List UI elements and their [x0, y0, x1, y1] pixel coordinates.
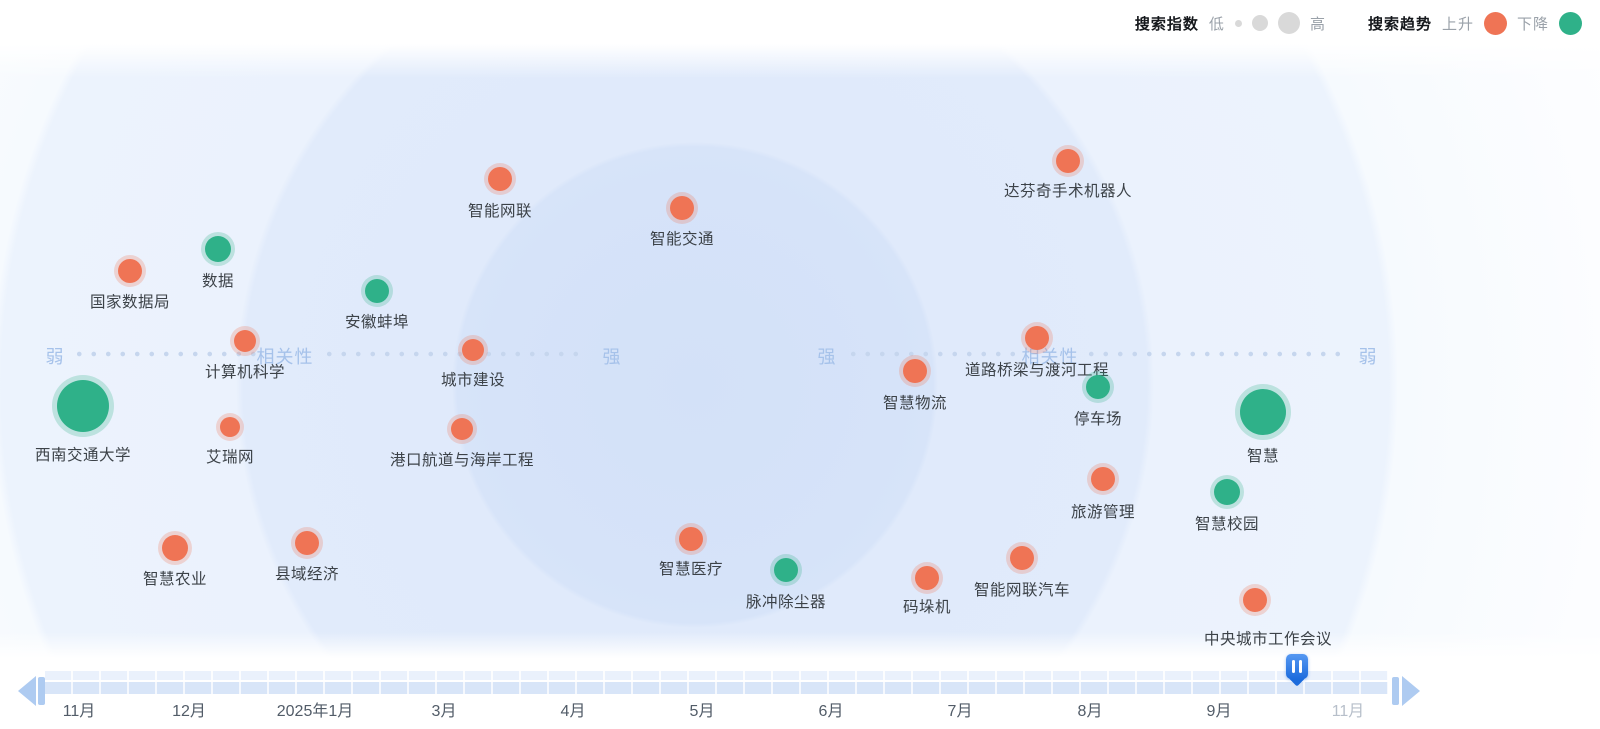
bubble-县域经济[interactable]: [295, 531, 319, 555]
search-index-legend-title: 搜索指数: [1134, 15, 1199, 33]
bubble-label: 码垛机: [902, 599, 952, 616]
bubble-停车场[interactable]: [1086, 375, 1110, 399]
bubble-label: 县域经济: [274, 566, 340, 583]
timeline-prev-arrow[interactable]: [18, 676, 60, 706]
right-bar-icon: [1392, 677, 1399, 705]
timeline-slider-handle[interactable]: [1286, 654, 1308, 689]
bubble-中央城市工作会议[interactable]: [1243, 588, 1267, 612]
axis-dotted-line: [1084, 351, 1349, 357]
bubble-label: 旅游管理: [1070, 504, 1136, 521]
bubble-label: 道路桥梁与渡河工程: [964, 362, 1110, 379]
bubble-label: 脉冲除尘器: [745, 594, 827, 611]
bubble-港口航道与海岸工程[interactable]: [451, 418, 473, 440]
axis-weak-label: 弱: [45, 347, 65, 367]
size-dot-large-icon: [1277, 12, 1300, 34]
bubble-道路桥梁与渡河工程[interactable]: [1025, 326, 1049, 350]
timeline-month-label: 9月: [1206, 703, 1232, 720]
bubble-label: 智能交通: [649, 231, 715, 248]
bubble-智能交通[interactable]: [670, 196, 694, 220]
legend-up-label: 上升: [1441, 15, 1474, 33]
trend-down-dot-icon: [1559, 11, 1582, 35]
bubble-智慧物流[interactable]: [903, 359, 927, 383]
timeline-month-label: 3月: [431, 703, 457, 720]
bubble-label: 中央城市工作会议: [1203, 631, 1333, 648]
bubble-label: 艾瑞网: [205, 449, 255, 466]
timeline-month-label: 5月: [689, 703, 715, 720]
timeline-next-arrow[interactable]: [1392, 676, 1434, 706]
axis-relevance-label: 相关性: [1021, 347, 1079, 367]
timeline-month-label: 7月: [947, 703, 973, 720]
bubble-label: 计算机科学: [204, 364, 286, 381]
timeline-month-label: 12月: [172, 703, 206, 720]
bubble-label: 停车场: [1073, 411, 1123, 428]
bubble-安徽蚌埠[interactable]: [365, 279, 389, 303]
search-trend-legend-title: 搜索趋势: [1367, 15, 1432, 33]
left-bar-icon: [38, 677, 45, 705]
bubble-label: 数据: [201, 273, 235, 290]
bubble-国家数据局[interactable]: [118, 259, 142, 283]
bubble-艾瑞网[interactable]: [220, 417, 240, 437]
pause-icon: [1286, 660, 1308, 673]
bubble-智能网联汽车[interactable]: [1010, 546, 1034, 570]
size-dot-small-icon: [1234, 19, 1242, 27]
bubble-数据[interactable]: [205, 236, 231, 262]
axis-relevance-label: 相关性: [256, 347, 314, 367]
axis-dotted-line: [322, 351, 587, 357]
bubble-智慧农业[interactable]: [162, 535, 188, 561]
timeline-month-label: 8月: [1077, 703, 1103, 720]
size-dot-medium-icon: [1251, 15, 1268, 31]
bubble-西南交通大学[interactable]: [57, 380, 109, 432]
timeline-month-label: 6月: [818, 703, 844, 720]
bubble-智能网联[interactable]: [488, 167, 512, 191]
legend-high-label: 高: [1309, 15, 1326, 33]
bubble-label: 智慧校园: [1194, 516, 1260, 533]
bubble-label: 城市建设: [440, 372, 506, 389]
timeline-track-upper: [45, 671, 1388, 680]
bubble-智慧校园[interactable]: [1214, 479, 1240, 505]
legend: 搜索指数 低 高 搜索趋势 上升 下降: [1135, 10, 1582, 36]
timeline-month-label: 11月: [62, 703, 96, 720]
bubble-码垛机[interactable]: [915, 566, 939, 590]
timeline-month-label: 11月: [1331, 703, 1365, 720]
axis-strong-label: 强: [602, 347, 622, 367]
handle-body: [1286, 654, 1308, 679]
bubble-label: 港口航道与海岸工程: [389, 452, 535, 469]
legend-low-label: 低: [1208, 15, 1225, 33]
left-triangle-icon: [18, 676, 36, 706]
timeline-month-label: 4月: [560, 703, 586, 720]
bubble-达芬奇手术机器人[interactable]: [1056, 149, 1080, 173]
bubble-label: 智慧: [1246, 448, 1280, 465]
bubble-label: 西南交通大学: [34, 447, 132, 464]
bubble-label: 智慧医疗: [658, 561, 724, 578]
bubble-智慧[interactable]: [1240, 389, 1286, 435]
bubble-label: 智慧物流: [882, 395, 948, 412]
bubble-label: 达芬奇手术机器人: [1003, 183, 1133, 200]
bubble-城市建设[interactable]: [462, 339, 484, 361]
right-triangle-icon: [1402, 676, 1420, 706]
timeline-month-label: 2025年1月: [276, 703, 354, 720]
axis-weak-label: 弱: [1358, 347, 1378, 367]
bubble-脉冲除尘器[interactable]: [774, 558, 798, 582]
bubble-label: 智能网联: [467, 203, 533, 220]
bubble-智慧医疗[interactable]: [679, 527, 703, 551]
trend-up-dot-icon: [1483, 11, 1507, 35]
axis-dotted-line: [72, 351, 263, 357]
axis-strong-label: 强: [817, 347, 837, 367]
bubble-label: 安徽蚌埠: [344, 314, 410, 331]
bubble-旅游管理[interactable]: [1091, 467, 1115, 491]
bubble-label: 智能网联汽车: [973, 582, 1071, 599]
bubble-label: 国家数据局: [89, 294, 171, 311]
legend-down-label: 下降: [1516, 15, 1549, 33]
axis-dotted-line: [846, 351, 1023, 357]
bubble-计算机科学[interactable]: [234, 330, 256, 352]
timeline-track[interactable]: [45, 682, 1388, 694]
bubble-label: 智慧农业: [142, 571, 208, 588]
